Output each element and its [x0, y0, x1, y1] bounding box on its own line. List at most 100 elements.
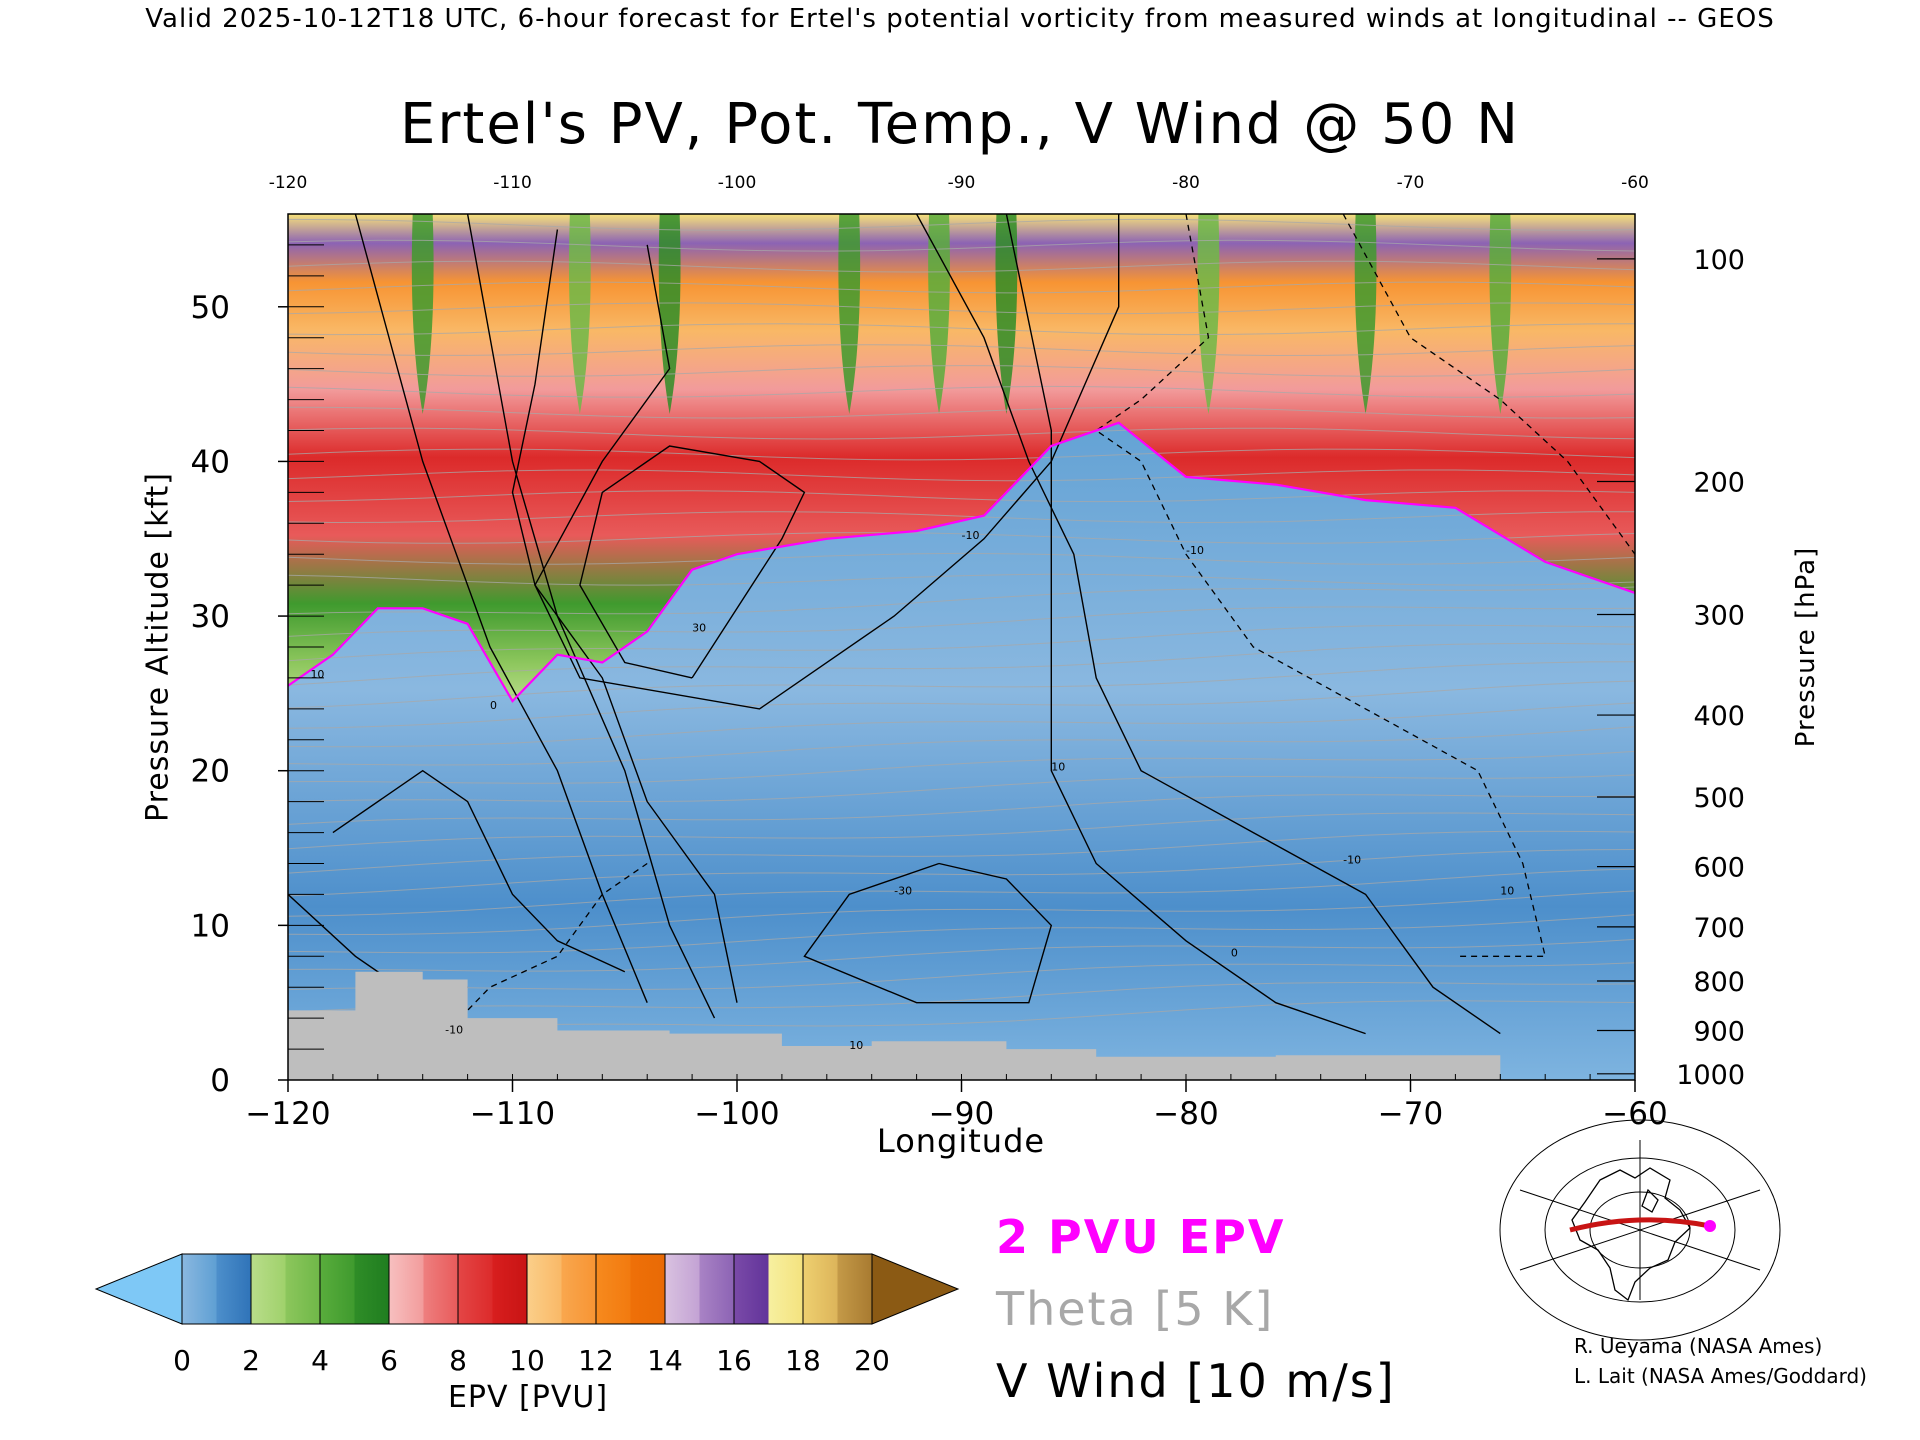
theta-contour: [288, 726, 1635, 766]
colorbar-under-arrow: [94, 1253, 183, 1325]
contour-labels: 10 -10 0 30 -30 -10 10 0 -10 10 -10 10: [310, 529, 1514, 1052]
contour-label: -10: [1186, 544, 1204, 557]
vwind-contour: [466, 214, 716, 1019]
pressure-tick-label: 500: [1693, 783, 1745, 814]
colorbar-bin: [837, 1254, 873, 1324]
contour-label: 0: [1231, 946, 1238, 959]
colorbar-bin: [492, 1254, 528, 1324]
theta-contour: [288, 812, 1635, 850]
terrain-mask: [288, 971, 1635, 1080]
pressure-tick-label: 200: [1693, 468, 1745, 499]
y-tick-label: 40: [191, 444, 230, 480]
theta-contour: [288, 385, 1635, 398]
vwind-contour: [534, 214, 1120, 710]
theta-contour: [288, 406, 1635, 419]
y-tick-label: 0: [210, 1063, 230, 1099]
colorbar-bin: [768, 1254, 804, 1324]
legend-theta: Theta [5 K]: [996, 1282, 1275, 1336]
theta-contour: [288, 830, 1635, 874]
locator-map-track: [1569, 1217, 1711, 1233]
contour-label: -30: [894, 884, 912, 897]
top-tick-label: -80: [1172, 173, 1200, 193]
colorbar-bin: [216, 1254, 252, 1324]
top-tick-label: -60: [1621, 173, 1649, 193]
theta-contour: [288, 448, 1635, 461]
theta-contour: [288, 532, 1635, 544]
colorbar-tick-label: 10: [509, 1344, 545, 1377]
contour-label: -10: [445, 1024, 463, 1037]
pv-streak: [838, 214, 861, 414]
theta-contour: [288, 938, 1635, 972]
colorbar-bin: [285, 1254, 321, 1324]
theta-contour: [288, 427, 1635, 440]
pv-streak: [1489, 214, 1512, 414]
colorbar-bin: [665, 1254, 700, 1324]
y-tick-label: 30: [191, 599, 230, 635]
theta-contour: [288, 281, 1635, 294]
colorbar-bin: [251, 1254, 286, 1324]
pv-streak: [995, 214, 1018, 414]
theta-contour: [288, 661, 1635, 709]
vwind-contour-negative: [444, 862, 648, 1035]
x-tick-label: −70: [1378, 1096, 1443, 1132]
theta-contour: [288, 680, 1635, 729]
colorbar-bin: [320, 1254, 355, 1324]
theta-contour: [288, 552, 1635, 565]
theta-contour: [288, 323, 1635, 336]
pressure-tick-label: 100: [1693, 245, 1745, 276]
vwind-contour: [332, 769, 626, 973]
theta-contour: [288, 302, 1635, 315]
colorbar-bin: [458, 1254, 493, 1324]
pv-streak: [568, 214, 591, 414]
forecast-header: Valid 2025-10-12T18 UTC, 6-hour forecast…: [145, 4, 1775, 34]
colorbar-over-arrow: [871, 1253, 960, 1325]
colorbar-bin: [734, 1254, 769, 1324]
y-axis-ticks: 0 10 20 30 40 50: [191, 213, 324, 1099]
x-tick-label: −80: [1153, 1096, 1218, 1132]
colorbar-bin: [803, 1254, 838, 1324]
colorbar-bin: [182, 1254, 217, 1324]
x-tick-label: −90: [929, 1096, 994, 1132]
pv-streak: [411, 214, 434, 414]
x-tick-label: −110: [470, 1096, 555, 1132]
vwind-contour-negative: [1095, 214, 1547, 957]
pressure-tick-label: 900: [1693, 1017, 1745, 1048]
theta-contour: [288, 794, 1635, 825]
pv-streak: [658, 214, 681, 414]
theta-contour: [288, 586, 1635, 615]
credit-ueyama: R. Ueyama (NASA Ames): [1574, 1334, 1823, 1358]
pressure-tick-label: 300: [1693, 601, 1745, 632]
theta-contour: [288, 260, 1635, 273]
colorbar-bin: [596, 1254, 631, 1324]
colorbar-tick-label: 16: [716, 1344, 752, 1377]
colorbar-tick-label: 6: [380, 1344, 398, 1377]
theta-contour: [288, 365, 1635, 377]
top-tick-label: -100: [718, 173, 757, 193]
theta-contour: [288, 199, 1635, 210]
contour-label: 10: [1051, 761, 1065, 774]
top-tick-label: -120: [269, 173, 308, 193]
pressure-tick-label: 600: [1693, 853, 1745, 884]
locator-map-graticule: [1499, 1119, 1781, 1341]
contour-label: 30: [692, 622, 706, 635]
y-axis-label: Pressure Altitude [kft]: [140, 472, 176, 822]
theta-contour: [288, 624, 1635, 662]
contour-label: -10: [962, 529, 980, 542]
theta-contour: [288, 239, 1635, 252]
contour-label: -10: [1343, 854, 1361, 867]
theta-contour: [288, 511, 1635, 524]
theta-contour: [288, 606, 1635, 637]
top-tick-label: -90: [948, 173, 976, 193]
x-tick-label: −100: [694, 1096, 779, 1132]
theta-contour: [288, 469, 1635, 482]
theta-contour: [288, 890, 1635, 935]
y-tick-label: 20: [191, 754, 230, 790]
locator-map-coastline: [1571, 1167, 1691, 1302]
legend-vwind: V Wind [10 m/s]: [996, 1354, 1396, 1408]
x-axis-label: Longitude: [876, 1122, 1046, 1160]
pressure-axis-ticks: 100 200 300 400 500 600 700 800 900 1000: [1597, 245, 1745, 1091]
locator-map-marker: [1704, 1220, 1716, 1232]
colorbar: 0 2 4 6 8 10 12 14 16 18 20: [94, 1253, 960, 1377]
x-tick-label: −120: [245, 1096, 330, 1132]
colorbar-bin: [561, 1254, 597, 1324]
